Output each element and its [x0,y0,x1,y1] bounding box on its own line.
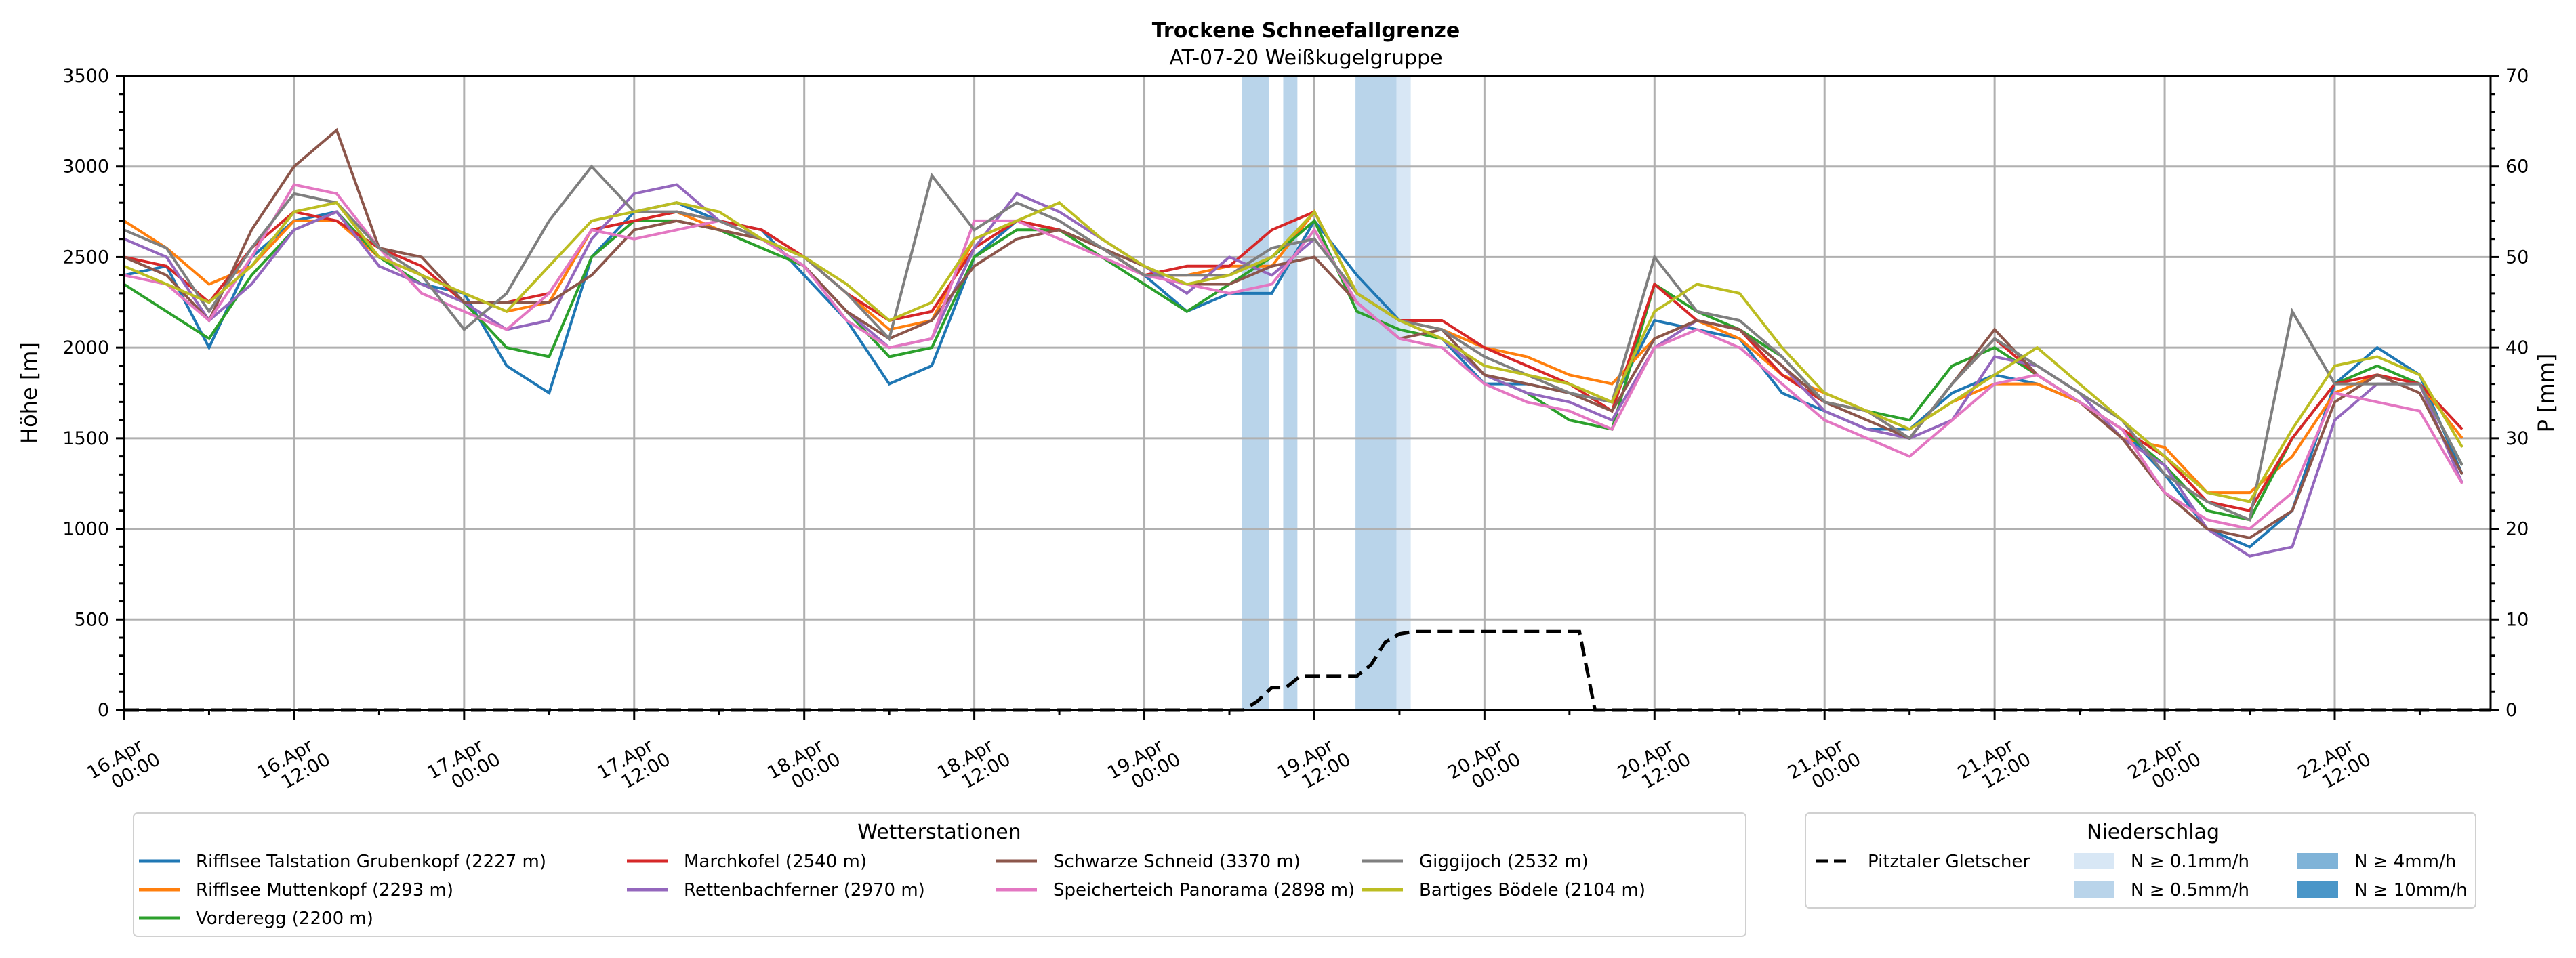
legend-precip-label: N ≥ 0.1mm/h [2131,852,2249,872]
y-tick-label: 2000 [62,337,109,358]
y2-tick-label: 30 [2506,428,2529,449]
precip-band [1355,76,1397,710]
legend-label: Giggijoch (2532 m) [1419,852,1589,872]
legend-precip-swatch [2074,881,2114,898]
legend-precip-swatch [2297,853,2338,869]
precip-line [124,629,2491,712]
y2-tick-label: 0 [2506,700,2517,721]
legend-precip-label: N ≥ 0.5mm/h [2131,880,2249,900]
y-tick-label: 3500 [62,66,109,87]
precip-band [1242,76,1269,710]
legend-label: Vorderegg (2200 m) [196,909,373,929]
x-tick-label: 19.Apr00:00 [1104,731,1185,801]
y-tick-label: 2500 [62,247,109,268]
series-line [123,183,2463,530]
y-axis-label: Höhe [m] [16,342,42,444]
precip-bands [1242,76,1411,710]
legend-stations: Wetterstationen Rifflsee Talstation Grub… [133,812,1746,937]
x-tick-label: 19.Apr12:00 [1274,731,1355,801]
legend-label: Marchkofel (2540 m) [684,852,867,872]
legend-precip-label: N ≥ 4mm/h [2354,852,2456,872]
precip-band [1396,76,1411,710]
x-tick-label: 22.Apr12:00 [2294,731,2375,801]
y-tick-label: 1500 [62,428,109,449]
legend-label: Bartiges Bödele (2104 m) [1419,880,1645,900]
legend-precip-line-label: Pitztaler Gletscher [1868,852,2030,872]
x-tick-label: 21.Apr12:00 [1954,731,2035,801]
x-tick-label: 18.Apr12:00 [934,731,1015,801]
x-tick-label: 18.Apr00:00 [764,731,844,801]
x-tick-label: 16.Apr00:00 [83,731,164,801]
legend-label: Rettenbachferner (2970 m) [684,880,925,900]
legend-label: Schwarze Schneid (3370 m) [1053,852,1301,872]
y2-tick-label: 40 [2506,337,2529,358]
x-tick-label: 16.Apr12:00 [253,731,334,801]
legend-stations-frame [133,812,1746,937]
y2-tick-label: 20 [2506,519,2529,540]
x-tick-label: 21.Apr00:00 [1784,731,1865,801]
y-tick-label: 500 [74,609,109,630]
x-tick-label: 17.Apr12:00 [594,731,674,801]
y-tick-label: 0 [98,700,109,721]
legend-precip: Niederschlag Pitztaler Gletscher N ≥ 0.1… [1805,812,2476,909]
legend-stations-title: Wetterstationen [857,820,1021,844]
grid-lines [124,76,2491,710]
x-tick-label: 17.Apr00:00 [424,731,504,801]
y2-tick-label: 10 [2506,609,2529,630]
y2-tick-label: 50 [2506,247,2529,268]
station-lines [123,127,2464,558]
y-tick-label: 3000 [62,157,109,178]
plot-frame [123,75,2492,711]
y2-axis-label: P [mm] [2533,354,2559,433]
legend-label: Rifflsee Talstation Grubenkopf (2227 m) [196,852,546,872]
series-line [123,201,2463,503]
x-tick-label: 20.Apr12:00 [1614,731,1695,801]
legend-label: Speicherteich Panorama (2898 m) [1053,880,1355,900]
legend-precip-swatch [2074,853,2114,869]
y2-tick-label: 70 [2506,66,2529,87]
series-line [123,164,2463,522]
legend-precip-title: Niederschlag [2087,820,2220,844]
y2-tick-label: 60 [2506,157,2529,178]
legend-label: Rifflsee Muttenkopf (2293 m) [196,880,453,900]
chart-subtitle: AT-07-20 Weißkugelgruppe [1169,46,1442,70]
y-tick-label: 1000 [62,519,109,540]
precip-band [1283,76,1298,710]
x-tick-label: 20.Apr00:00 [1444,731,1525,801]
chart-title: Trockene Schneefallgrenze [1152,19,1460,43]
x-tick-label: 22.Apr00:00 [2124,731,2205,801]
precip-line-group [124,629,2491,712]
legend-precip-label: N ≥ 10mm/h [2354,880,2468,900]
legend-precip-swatch [2297,881,2338,898]
